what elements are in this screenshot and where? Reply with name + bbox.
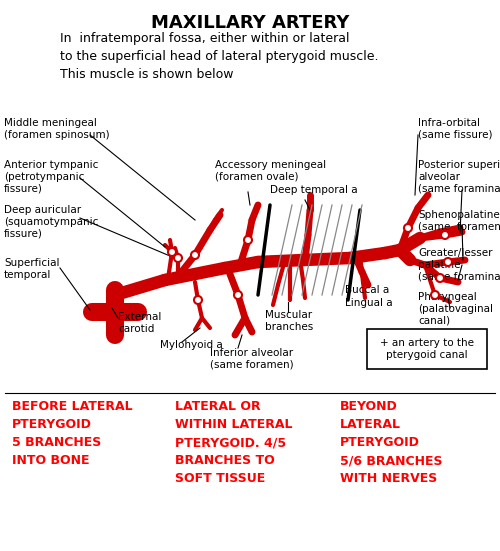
Circle shape — [431, 291, 439, 299]
Text: External
carotid: External carotid — [118, 312, 162, 333]
Text: BEYOND
LATERAL
PTERYGOID
5/6 BRANCHES
WITH NERVES: BEYOND LATERAL PTERYGOID 5/6 BRANCHES WI… — [340, 400, 442, 485]
Circle shape — [436, 274, 444, 282]
Text: Lingual a: Lingual a — [345, 298, 393, 308]
Text: Muscular
branches: Muscular branches — [265, 310, 313, 332]
Text: Deep auricular
(squamotympanic
fissure): Deep auricular (squamotympanic fissure) — [4, 205, 98, 238]
Circle shape — [441, 231, 449, 239]
Circle shape — [404, 224, 412, 232]
Text: Superficial
temporal: Superficial temporal — [4, 258, 59, 279]
Circle shape — [174, 254, 182, 262]
Text: Buccal a: Buccal a — [345, 285, 389, 295]
Text: Inferior alveolar
(same foramen): Inferior alveolar (same foramen) — [210, 348, 294, 370]
Text: Middle meningeal
(foramen spinosum): Middle meningeal (foramen spinosum) — [4, 118, 110, 139]
Circle shape — [194, 296, 202, 304]
Circle shape — [444, 258, 452, 266]
Text: Pharyngeal
(palatovaginal
canal): Pharyngeal (palatovaginal canal) — [418, 292, 493, 325]
Text: Anterior tympanic
(petrotympanic
fissure): Anterior tympanic (petrotympanic fissure… — [4, 160, 98, 193]
Text: Sphenopalatine
(same  foramen): Sphenopalatine (same foramen) — [418, 210, 500, 231]
Circle shape — [168, 248, 176, 256]
Text: Mylohyoid a: Mylohyoid a — [160, 340, 223, 350]
Text: In  infratemporal fossa, either within or lateral
to the superficial head of lat: In infratemporal fossa, either within or… — [60, 32, 378, 81]
Text: Posterior superior
alveolar
(same foramina): Posterior superior alveolar (same forami… — [418, 160, 500, 193]
Circle shape — [244, 236, 252, 244]
Text: LATERAL OR
WITHIN LATERAL
PTERYGOID. 4/5
BRANCHES TO
SOFT TISSUE: LATERAL OR WITHIN LATERAL PTERYGOID. 4/5… — [175, 400, 292, 485]
FancyBboxPatch shape — [367, 329, 487, 369]
Text: MAXILLARY ARTERY: MAXILLARY ARTERY — [151, 14, 349, 32]
Text: + an artery to the
pterygoid canal: + an artery to the pterygoid canal — [380, 338, 474, 360]
Text: BEFORE LATERAL
PTERYGOID
5 BRANCHES
INTO BONE: BEFORE LATERAL PTERYGOID 5 BRANCHES INTO… — [12, 400, 132, 467]
Text: Greater/lesser
palatine
(same foramina): Greater/lesser palatine (same foramina) — [418, 248, 500, 281]
Circle shape — [191, 251, 199, 259]
Circle shape — [234, 291, 242, 299]
Text: Infra-orbital
(same fissure): Infra-orbital (same fissure) — [418, 118, 492, 139]
Text: Accessory meningeal
(foramen ovale): Accessory meningeal (foramen ovale) — [215, 160, 326, 182]
Text: Deep temporal a: Deep temporal a — [270, 185, 358, 195]
